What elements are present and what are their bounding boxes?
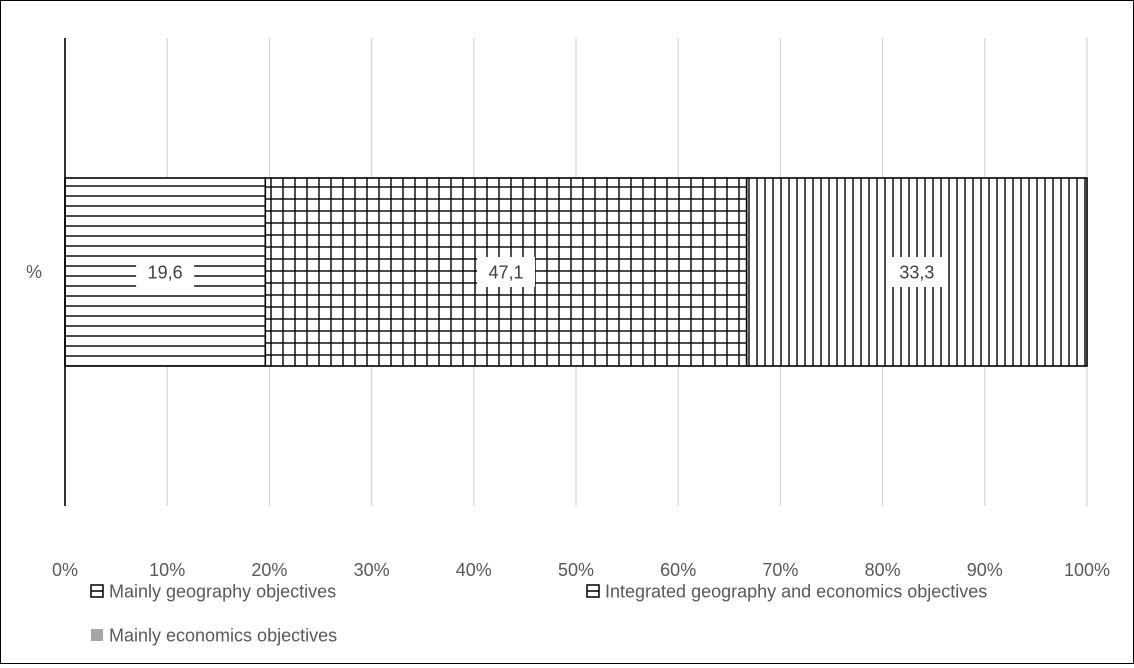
legend-swatch-3: [91, 629, 103, 641]
data-labels: 19,6 47,1 33,3: [136, 257, 946, 287]
data-label-3: 33,3: [899, 263, 934, 283]
data-label-2: 47,1: [488, 263, 523, 283]
legend-label-3: Mainly economics objectives: [109, 626, 337, 646]
data-label-1: 19,6: [148, 263, 183, 283]
x-tick-label: 70%: [762, 560, 798, 580]
data-label-box-3: [887, 257, 946, 287]
legend-item-2: Integrated geography and economics objec…: [586, 582, 987, 602]
x-tick-label: 0%: [52, 560, 78, 580]
data-label-box-1: [136, 257, 195, 287]
category-label: %: [26, 262, 42, 282]
legend: Mainly geography objectives Integrated ge…: [90, 582, 987, 646]
x-tick-label: 40%: [456, 560, 492, 580]
x-tick-label: 100%: [1064, 560, 1110, 580]
x-tick-label: 20%: [251, 560, 287, 580]
legend-label-2: Integrated geography and economics objec…: [605, 582, 987, 602]
axes: 0% 10% 20% 30% 40% 50% 60% 70% 80% 90% 100%%: [26, 38, 1110, 580]
x-tick-label: 50%: [558, 560, 594, 580]
legend-label-1: Mainly geography objectives: [109, 582, 336, 602]
x-tick-label: 80%: [865, 560, 901, 580]
x-tick-label: 60%: [660, 560, 696, 580]
x-tick-label: 30%: [354, 560, 390, 580]
x-tick-label: 90%: [967, 560, 1003, 580]
legend-item-3: Mainly economics objectives: [91, 626, 337, 646]
x-tick-label: 10%: [149, 560, 185, 580]
legend-item-1: Mainly geography objectives: [90, 582, 336, 602]
data-label-box-2: [476, 257, 535, 287]
